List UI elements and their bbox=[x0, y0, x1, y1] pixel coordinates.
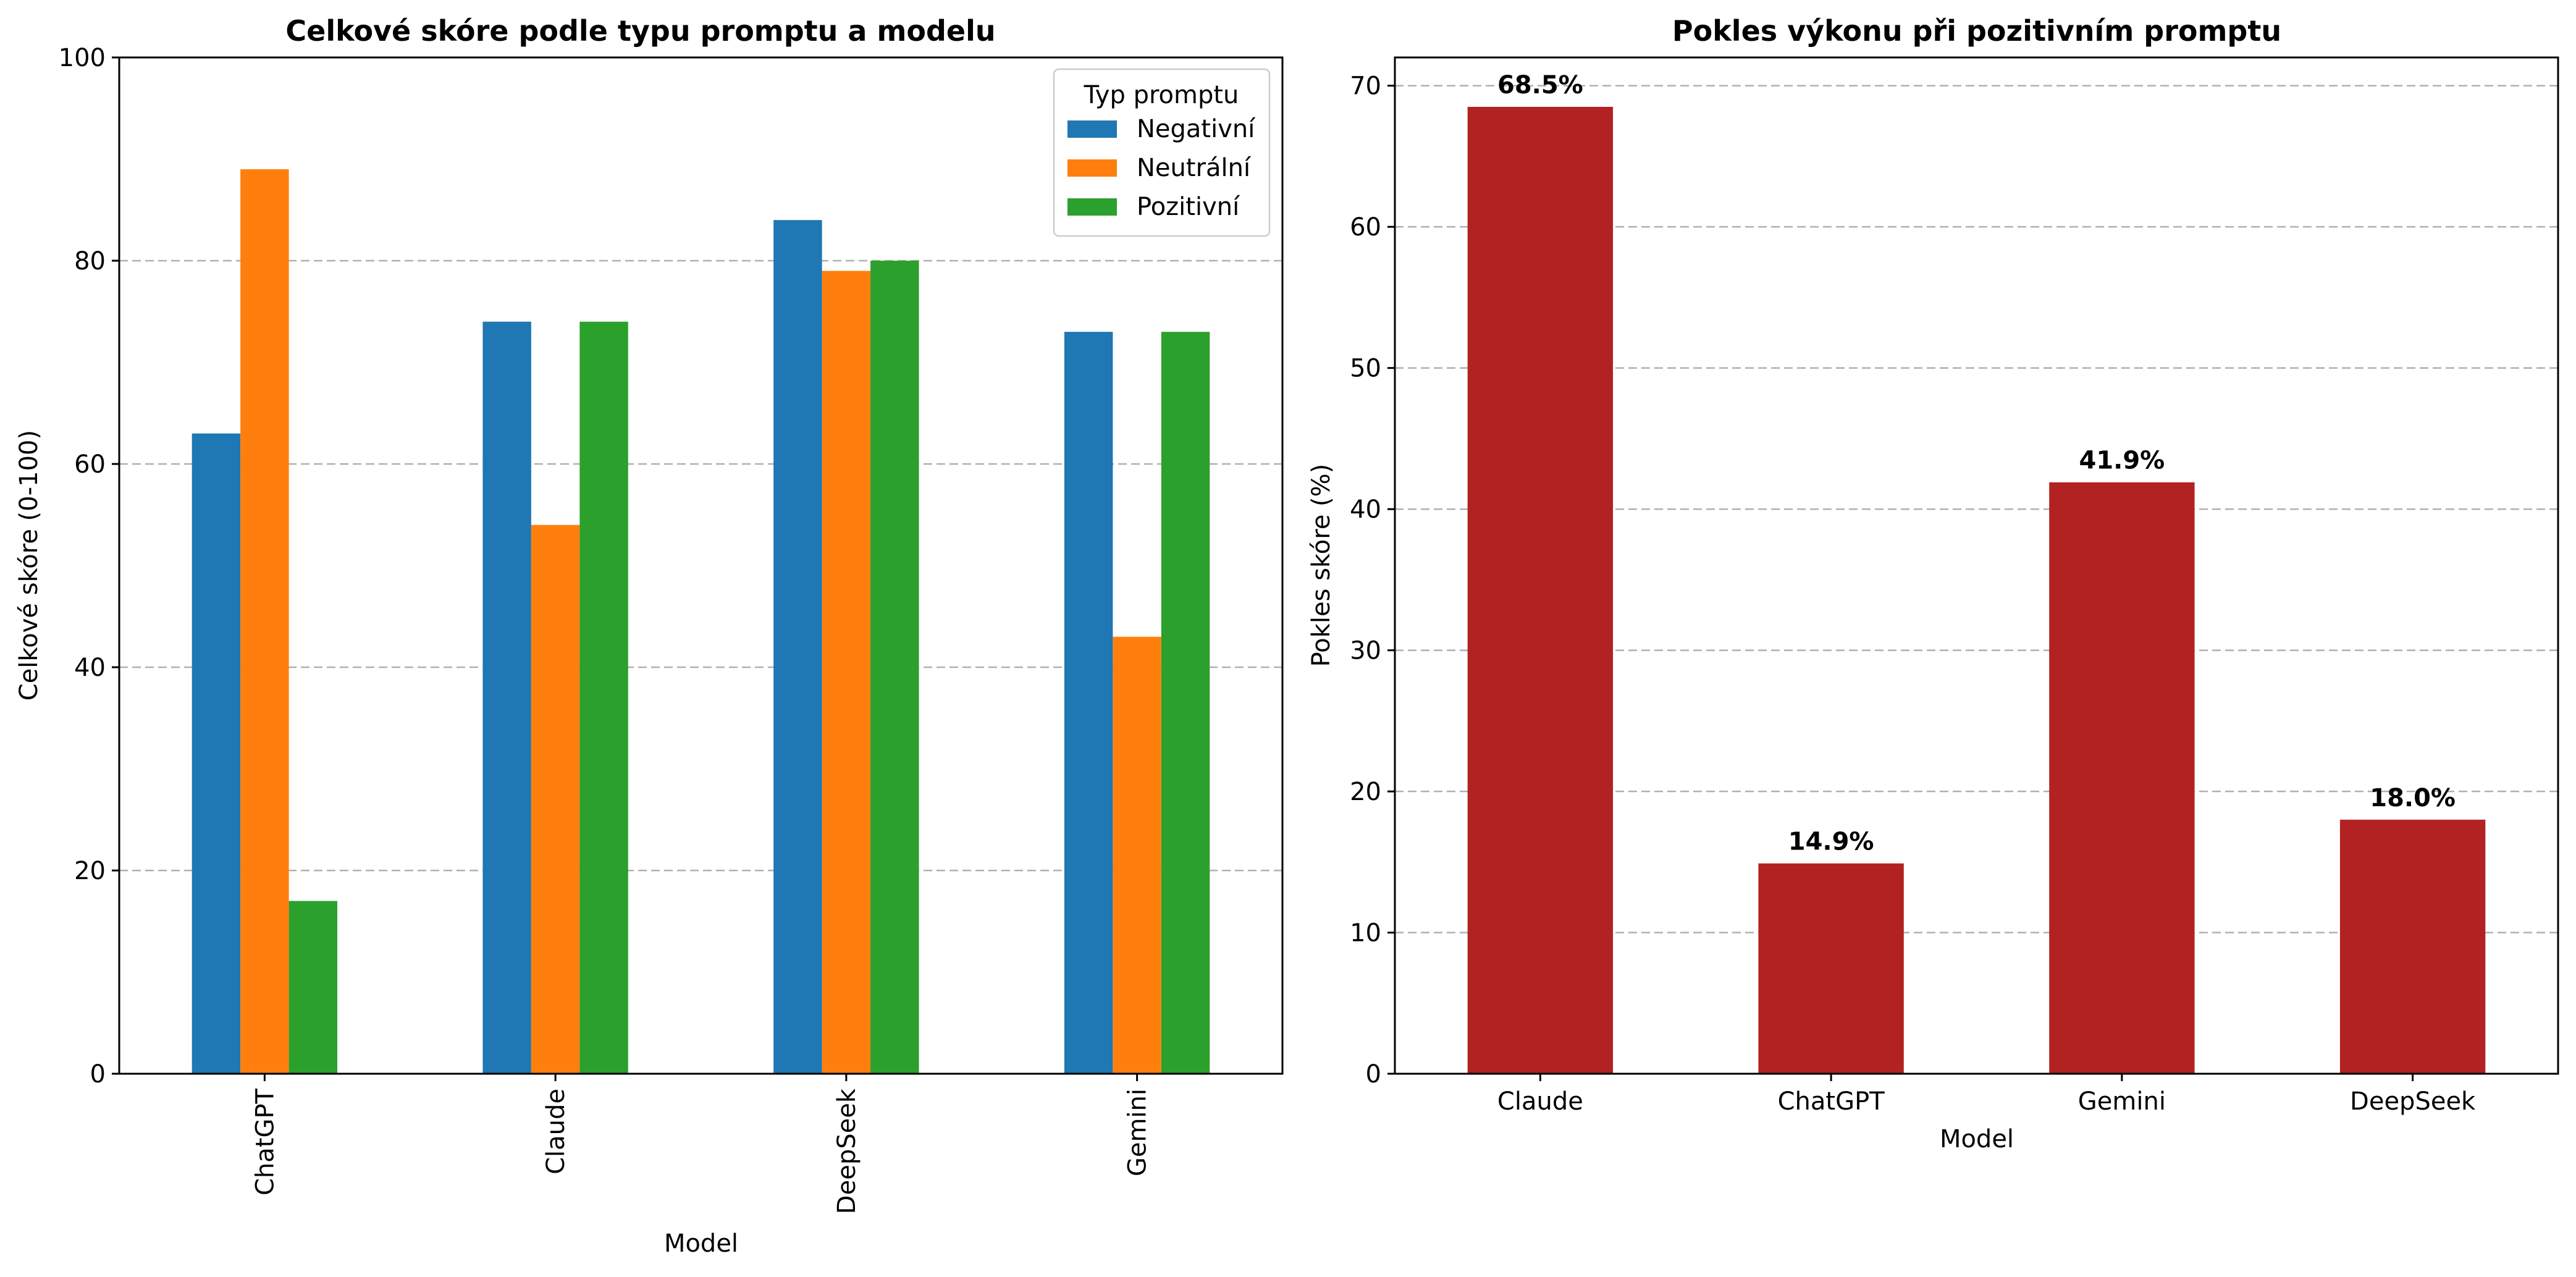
y-tick-label: 40 bbox=[74, 654, 106, 682]
y-tick-label: 80 bbox=[74, 247, 106, 276]
bar-gemini-negativní bbox=[1064, 332, 1113, 1074]
x-axis-label: Model bbox=[1940, 1125, 2014, 1153]
y-tick-label: 0 bbox=[90, 1060, 106, 1089]
data-labels: 68.5% 14.9% 41.9% 18.0% bbox=[1497, 71, 2456, 856]
bar-chatgpt bbox=[1758, 863, 1904, 1074]
bar-deepseek-neutrální bbox=[822, 271, 871, 1074]
x-tick-label: DeepSeek bbox=[2350, 1087, 2476, 1116]
chart-title: Pokles výkonu při pozitivním promptu bbox=[1672, 14, 2281, 48]
y-axis-label: Pokles skóre (%) bbox=[1307, 464, 1336, 667]
x-axis-label: Model bbox=[664, 1229, 738, 1258]
y-tick-label: 70 bbox=[1350, 72, 1381, 101]
data-label: 68.5% bbox=[1497, 71, 1583, 99]
legend-label: Pozitivní bbox=[1137, 193, 1240, 221]
plot-frame bbox=[118, 56, 1284, 1075]
bars bbox=[192, 169, 1210, 1074]
y-tick-label: 20 bbox=[74, 857, 106, 885]
y-axis-ticks: 0 10 20 30 40 50 60 70 bbox=[1350, 72, 1395, 1089]
data-label: 14.9% bbox=[1788, 828, 1874, 856]
x-tick-label: ChatGPT bbox=[1778, 1087, 1885, 1116]
bar-chatgpt-neutrální bbox=[240, 169, 289, 1074]
bar-claude-negativní bbox=[482, 321, 531, 1074]
x-tick-label: DeepSeek bbox=[833, 1088, 861, 1214]
y-tick-label: 20 bbox=[1350, 778, 1381, 806]
y-tick-label: 40 bbox=[1350, 495, 1381, 524]
legend-items: Negativní Neutrální Pozitivní bbox=[1067, 115, 1256, 221]
bar-claude-neutrální bbox=[531, 525, 580, 1074]
y-tick-label: 0 bbox=[1366, 1060, 1381, 1089]
y-axis-label: Celkové skóre (0-100) bbox=[15, 430, 43, 701]
bar-chart: Pokles výkonu při pozitivním promptu 68.… bbox=[1307, 14, 2559, 1153]
x-tick-label: Gemini bbox=[1124, 1089, 1152, 1176]
legend: Typ promptu Negativní Neutrální Pozitivní bbox=[1053, 68, 1271, 237]
x-tick-label: Claude bbox=[1497, 1087, 1583, 1116]
bars bbox=[1467, 106, 2486, 1074]
y-tick-label: 100 bbox=[59, 44, 106, 72]
legend-swatch bbox=[1067, 120, 1117, 138]
legend-box bbox=[1053, 68, 1271, 237]
legend-swatch bbox=[1067, 159, 1117, 177]
x-axis-ticks: Claude ChatGPT Gemini DeepSeek bbox=[1497, 1074, 2476, 1116]
legend-title: Typ promptu bbox=[1084, 81, 1239, 109]
data-label: 41.9% bbox=[2079, 447, 2165, 475]
bar-chatgpt-pozitivní bbox=[288, 901, 338, 1074]
y-tick-label: 60 bbox=[74, 450, 106, 479]
bar-deepseek bbox=[2339, 819, 2486, 1074]
bar-claude bbox=[1467, 106, 1614, 1074]
legend-swatch bbox=[1067, 198, 1117, 216]
x-axis-ticks: ChatGPT Claude DeepSeek Gemini bbox=[251, 1074, 1152, 1214]
plot-frame bbox=[1394, 56, 2559, 1075]
bar-deepseek-pozitivní bbox=[870, 261, 919, 1074]
chart-title: Celkové skóre podle typu promptu a model… bbox=[285, 14, 995, 48]
bar-gemini-neutrální bbox=[1113, 636, 1161, 1074]
y-tick-label: 60 bbox=[1350, 213, 1381, 242]
bar-claude-pozitivní bbox=[579, 321, 628, 1074]
bar-gemini-pozitivní bbox=[1161, 332, 1210, 1074]
y-tick-label: 30 bbox=[1350, 637, 1381, 665]
bar-chatgpt-negativní bbox=[192, 433, 241, 1074]
legend-label: Neutrální bbox=[1137, 154, 1252, 182]
x-tick-label: Gemini bbox=[2078, 1087, 2166, 1116]
grouped-bar-chart: Celkové skóre podle typu promptu a model… bbox=[15, 14, 1284, 1258]
y-axis-ticks: 0 20 40 60 80 100 bbox=[59, 44, 119, 1089]
data-label: 18.0% bbox=[2370, 784, 2456, 812]
y-tick-label: 50 bbox=[1350, 355, 1381, 383]
x-tick-label: Claude bbox=[542, 1089, 570, 1174]
bar-gemini bbox=[2049, 482, 2195, 1074]
y-tick-label: 10 bbox=[1350, 919, 1381, 948]
bar-deepseek-negativní bbox=[773, 220, 822, 1074]
legend-label: Negativní bbox=[1137, 115, 1256, 143]
x-tick-label: ChatGPT bbox=[251, 1088, 279, 1195]
